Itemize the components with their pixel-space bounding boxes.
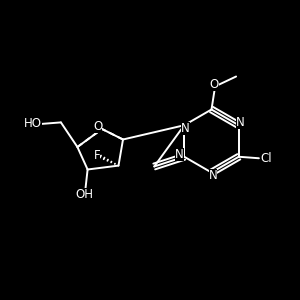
Text: Cl: Cl (260, 152, 272, 165)
Text: F: F (94, 148, 100, 162)
Text: O: O (93, 120, 102, 133)
Text: N: N (181, 122, 190, 135)
Text: HO: HO (24, 117, 42, 130)
Text: N: N (236, 116, 245, 129)
Text: N: N (208, 169, 217, 182)
Text: N: N (175, 148, 184, 161)
Text: O: O (210, 78, 219, 92)
Text: OH: OH (75, 188, 93, 201)
